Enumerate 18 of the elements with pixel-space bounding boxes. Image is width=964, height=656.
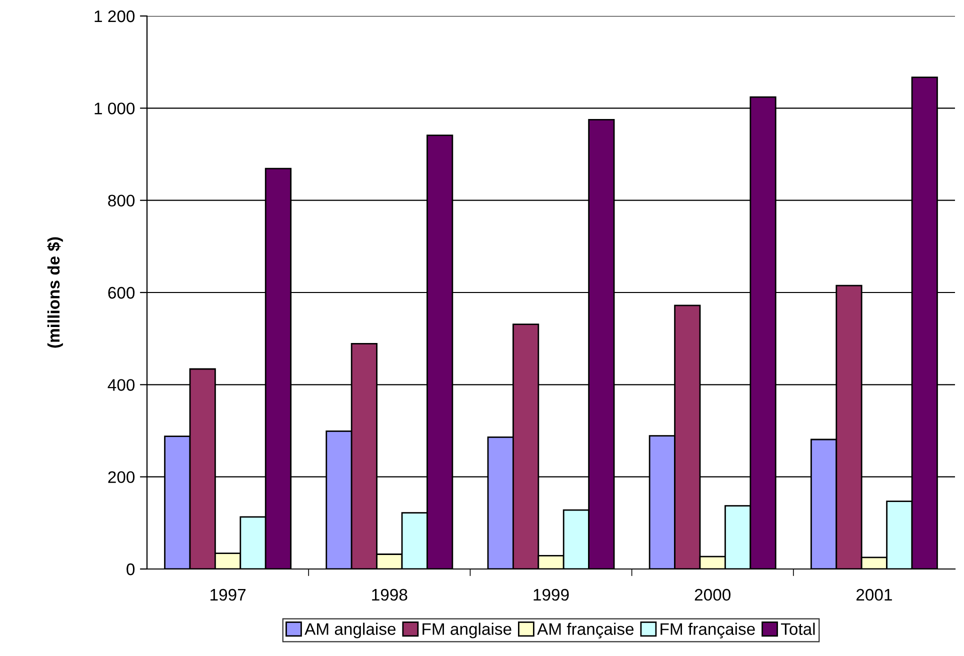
x-tick-label: 1997	[210, 588, 246, 601]
legend-label: Total	[780, 622, 815, 635]
y-tick-label: 600	[108, 286, 135, 299]
legend-label: AM anglaise	[304, 622, 396, 638]
legend-label: AM française	[537, 622, 634, 638]
x-tick-label: 1999	[534, 588, 569, 601]
y-tick-label: 200	[108, 471, 135, 484]
y-tick-label: 400	[108, 379, 135, 391]
legend-label: FM anglaise	[422, 622, 512, 638]
legend-label: FM française	[660, 622, 755, 638]
x-tick-label: 2001	[856, 588, 892, 601]
y-tick-label: 1 200	[94, 10, 135, 22]
x-tick-label: 1998	[372, 588, 408, 601]
y-tick-label: 800	[108, 194, 135, 207]
x-tick-label: 2000	[694, 588, 730, 601]
y-tick-label: 1 000	[94, 102, 135, 114]
y-tick-label: 0	[126, 563, 135, 576]
y-axis-title: (millions de $)	[47, 237, 63, 348]
